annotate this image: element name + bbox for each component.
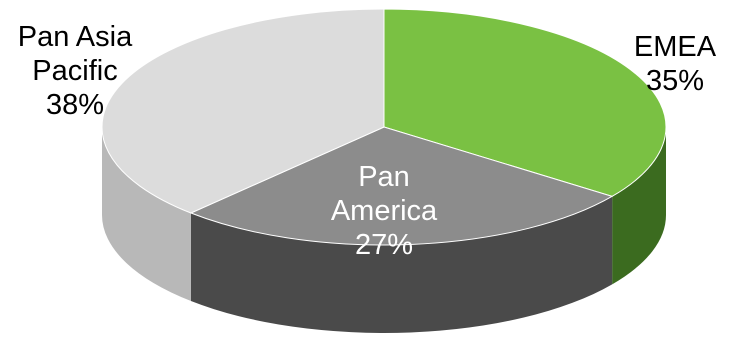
pie-slice-emea	[383, 8, 667, 197]
pie-label-line: 27%	[355, 229, 413, 261]
pie-slice-pan-asia-pacific	[101, 8, 385, 214]
pie-sides	[102, 127, 666, 334]
pie-label-pan-asia-pacific: Pan Asia Pacific 38%	[18, 21, 133, 121]
pie-label-line: Pacific	[32, 55, 117, 87]
pie-label-line: Pan Asia	[18, 21, 133, 53]
pie-slice-pan-america	[189, 126, 614, 246]
pie-slices	[101, 8, 667, 246]
pie-label-line: EMEA	[634, 31, 717, 63]
pie-label-emea: EMEA 35%	[634, 31, 717, 97]
pie-side-pan-america	[190, 196, 613, 334]
pie-label-pan-america: Pan America 27%	[331, 161, 438, 261]
pie-label-line: Pan	[358, 161, 410, 193]
pie-label-line: America	[331, 195, 438, 227]
pie-label-line: 35%	[646, 65, 704, 97]
pie-label-line: 38%	[46, 89, 104, 121]
pie-labels: EMEA 35% Pan America 27% Pan Asia Pacific 38%	[18, 21, 717, 261]
pie-side-emea	[612, 127, 666, 285]
pie-side-pan-asia-pacific	[102, 127, 191, 302]
